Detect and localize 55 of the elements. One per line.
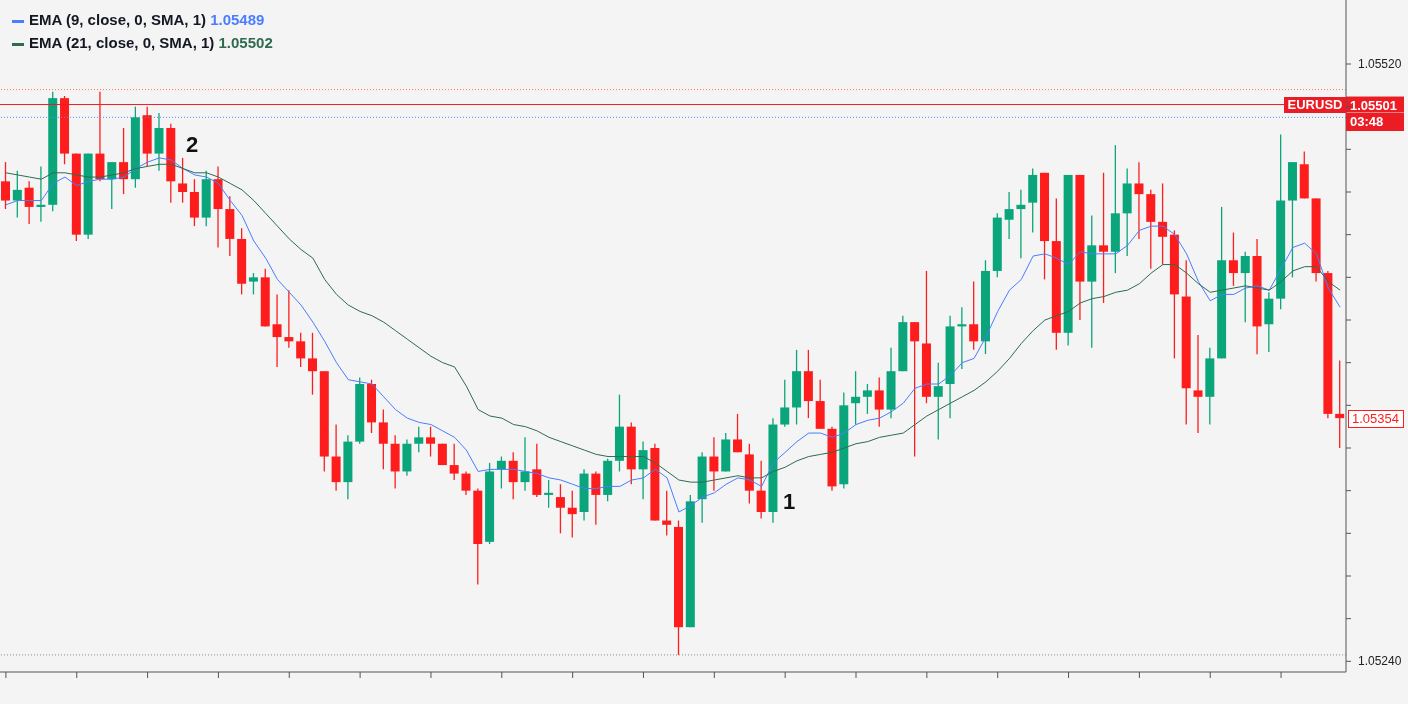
candlestick — [862, 383, 872, 415]
candlestick — [496, 455, 506, 490]
candlestick — [378, 408, 388, 470]
candlestick — [1099, 172, 1109, 304]
candlestick — [1016, 189, 1026, 259]
candlestick — [36, 165, 46, 223]
y-tick-label: 1.05240 — [1358, 654, 1402, 669]
candlestick — [969, 280, 979, 351]
candlestick — [1193, 334, 1203, 434]
candlestick — [461, 470, 471, 496]
candlestick — [1134, 161, 1144, 240]
candlestick — [107, 161, 117, 210]
candlestick — [851, 370, 861, 426]
candlestick — [910, 321, 920, 458]
annotation: EURUSD — [1284, 96, 1346, 113]
candlestick — [178, 157, 188, 204]
candlestick — [426, 426, 436, 458]
annotation: 2 — [186, 132, 199, 157]
candlestick — [307, 332, 317, 396]
candlestick — [1228, 231, 1238, 287]
candlestick — [933, 362, 943, 441]
candlestick — [874, 376, 884, 428]
candlestick — [957, 306, 967, 370]
candlestick — [662, 490, 672, 537]
candlestick — [709, 436, 719, 492]
candlestick — [638, 440, 648, 500]
candlestick — [284, 289, 294, 349]
candlestick — [1, 161, 10, 210]
text: 03:48 — [1346, 112, 1404, 131]
candlestick — [449, 443, 459, 481]
candlestick — [1004, 191, 1014, 240]
candlestick — [520, 436, 530, 492]
legend-label: EMA (21, close, 0, SMA, 1) — [29, 34, 215, 51]
candlestick — [272, 293, 282, 368]
candlestick — [544, 479, 554, 509]
y-tick-label: 1.05520 — [1358, 57, 1402, 71]
candlestick — [567, 490, 577, 539]
text: 1.05354 — [1348, 410, 1404, 428]
candlestick — [248, 272, 258, 296]
candlestick — [414, 426, 424, 453]
annotation: 1.05502 — [217, 34, 273, 51]
candlestick — [12, 170, 22, 219]
candlestick — [1240, 251, 1250, 323]
candlestick — [756, 460, 766, 520]
candlestick — [780, 379, 790, 428]
candlestick — [555, 483, 565, 534]
annotation: 1.05489 — [209, 11, 265, 28]
candlestick — [296, 332, 306, 368]
legend-label: EMA (9, close, 0, SMA, 1) — [29, 11, 206, 28]
ref-line-label: 1.05501 — [1350, 97, 1397, 113]
candlestick — [24, 180, 34, 225]
annotation: 1 — [783, 489, 796, 514]
candlestick — [591, 470, 601, 526]
candlestick — [733, 413, 743, 453]
candlestick — [508, 451, 518, 500]
